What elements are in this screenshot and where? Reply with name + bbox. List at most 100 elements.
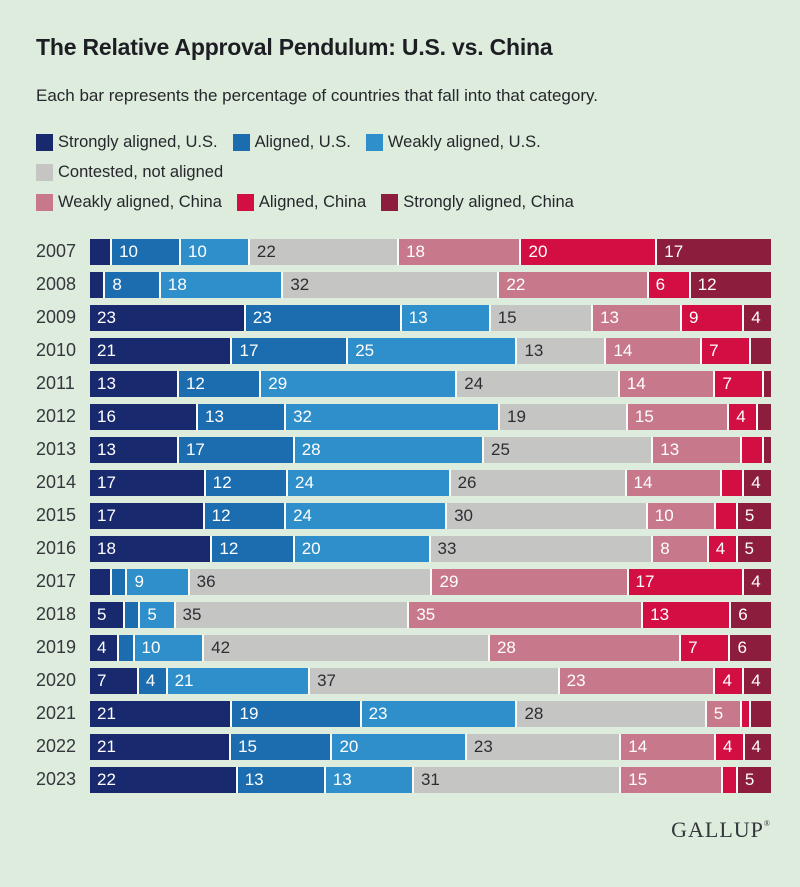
segment-value-label: 4 <box>751 670 761 690</box>
segment-value-label: 15 <box>238 736 258 756</box>
segment-value-label: 28 <box>496 637 516 657</box>
segment-value-label: 6 <box>655 274 666 294</box>
bar-segment: 14 <box>604 337 701 364</box>
segment-value-label: 9 <box>689 307 699 327</box>
stacked-bar: 22 13 13 31 15 5 <box>90 766 772 793</box>
segment-value-label: 22 <box>506 274 526 294</box>
segment-value-label: 14 <box>628 736 648 756</box>
bar-segment: 13 <box>195 403 285 430</box>
legend-row: Contested, not aligned <box>36 163 771 182</box>
year-label: 2011 <box>36 373 75 393</box>
bar-segment: 14 <box>617 370 714 397</box>
bar-segment: 36 <box>187 568 431 595</box>
segment-value-label: 5 <box>744 538 755 558</box>
bar-segment <box>123 601 139 628</box>
segment-value-label: 4 <box>722 670 732 690</box>
year-label: 2018 <box>36 604 77 624</box>
segment-value-label: 20 <box>528 241 548 261</box>
chart-row-2009: 2009 23 23 13 15 13 9 4 <box>36 301 771 334</box>
bar-segment: 5 <box>138 601 174 628</box>
bar-segment <box>90 238 111 265</box>
legend: Strongly aligned, U.S. Aligned, U.S. Weakl… <box>36 133 771 212</box>
segment-value-label: 5 <box>713 703 724 723</box>
stacked-bar: 16 13 32 19 15 4 <box>90 403 771 430</box>
bar-segment: 4 <box>742 568 771 595</box>
stacked-bar: 13 17 28 25 13 <box>90 436 771 463</box>
bar-segment: 32 <box>281 271 498 298</box>
bar-segment: 10 <box>645 502 715 529</box>
chart-row-2016: 2016 18 12 20 33 8 4 5 <box>36 532 771 565</box>
segment-value-label: 8 <box>112 274 122 294</box>
bar-segment: 4 <box>742 304 771 331</box>
bar-segment: 12 <box>176 370 260 397</box>
legend-swatch-icon <box>365 134 383 151</box>
chart-row-2012: 2012 16 13 32 19 15 4 <box>36 400 771 433</box>
bar-segment: 17 <box>90 502 203 529</box>
segment-value-label: 13 <box>204 406 224 426</box>
segment-value-label: 26 <box>457 472 477 492</box>
segment-value-label: 23 <box>566 670 586 690</box>
segment-value-label: 25 <box>355 340 375 360</box>
bar-segment: 32 <box>284 403 499 430</box>
legend-item: Contested, not aligned <box>36 163 223 182</box>
bar-segment: 15 <box>619 766 721 793</box>
segment-value-label: 36 <box>196 571 216 591</box>
bar-segment: 22 <box>247 238 398 265</box>
segment-value-label: 25 <box>491 439 510 459</box>
segment-value-label: 13 <box>408 307 428 327</box>
segment-value-label: 12 <box>697 274 717 294</box>
segment-value-label: 4 <box>145 670 156 690</box>
gallup-logo-text: GALLUP <box>671 817 764 842</box>
chart-row-2011: 2011 13 12 29 24 14 7 <box>36 367 771 400</box>
legend-swatch-icon <box>236 194 254 211</box>
year-label: 2008 <box>36 274 77 294</box>
bar-segment: 28 <box>515 700 705 727</box>
segment-value-label: 4 <box>736 406 746 426</box>
bar-segment: 4 <box>713 667 743 694</box>
bar-segment: 13 <box>651 436 741 463</box>
segment-value-label: 23 <box>252 307 272 327</box>
bar-segment: 5 <box>735 535 771 562</box>
bar-segment: 13 <box>235 766 324 793</box>
bar-segment: 20 <box>292 535 429 562</box>
legend-swatch-icon <box>36 134 53 151</box>
bar-segment: 22 <box>497 271 647 298</box>
segment-value-label: 19 <box>239 703 259 723</box>
bar-segment: 15 <box>625 403 728 430</box>
bar-segment: 21 <box>90 700 231 727</box>
segment-value-label: 4 <box>751 736 761 756</box>
segment-value-label: 21 <box>97 736 116 756</box>
stacked-bar: 8 18 32 22 6 12 <box>90 271 771 298</box>
segment-value-label: 7 <box>709 340 719 360</box>
segment-value-label: 17 <box>635 571 655 591</box>
segment-value-label: 16 <box>97 406 116 426</box>
footer: GALLUP® <box>36 817 771 843</box>
bar-segment: 4 <box>706 535 736 562</box>
bar-segment: 4 <box>136 667 166 694</box>
segment-value-label: 19 <box>507 406 526 426</box>
segment-value-label: 12 <box>212 472 232 492</box>
bar-segment: 12 <box>688 271 771 298</box>
bar-segment <box>762 436 771 463</box>
segment-value-label: 21 <box>174 670 194 690</box>
segment-value-label: 4 <box>97 637 107 657</box>
bar-segment: 9 <box>680 304 743 331</box>
bar-segment: 10 <box>110 238 179 265</box>
stacked-bar: 4 10 42 28 7 6 <box>90 634 771 661</box>
bar-segment <box>110 568 126 595</box>
legend-item: Weakly aligned, China <box>36 193 222 212</box>
chart-row-2008: 2008 8 18 32 22 6 12 <box>36 268 771 301</box>
segment-value-label: 14 <box>633 472 653 492</box>
bar-segment: 6 <box>728 634 771 661</box>
bar-segment: 31 <box>411 766 620 793</box>
segment-value-label: 24 <box>293 505 313 525</box>
bar-segment <box>748 700 771 727</box>
bar-segment: 13 <box>399 304 489 331</box>
bar-segment: 19 <box>498 403 626 430</box>
segment-value-label: 17 <box>664 241 684 261</box>
year-label: 2007 <box>36 241 77 261</box>
stacked-bar: 10 10 22 18 20 17 <box>90 238 772 265</box>
bar-segment: 12 <box>202 502 285 529</box>
bar-segment: 24 <box>284 502 446 529</box>
bar-segment: 4 <box>727 403 756 430</box>
